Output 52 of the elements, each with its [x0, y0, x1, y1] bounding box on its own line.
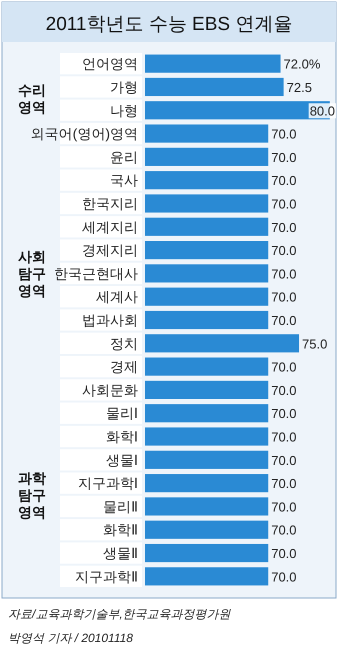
data-label: 70.0 [271, 476, 297, 492]
text: 사회 탐구 영역 [18, 248, 46, 298]
y-tick-label: 한국지리 [82, 195, 138, 212]
y-tick-label: 경제 [110, 358, 138, 375]
data-label: 70.0 [271, 360, 297, 375]
y-tick-label: 지구과학Ⅰ [78, 475, 138, 492]
data-label: 70.0 [271, 382, 297, 398]
data-label: 70.0 [271, 243, 297, 258]
y-tick-label: 세계사 [96, 288, 138, 305]
data-label: 70.0 [271, 126, 297, 142]
data-label: 75.0 [302, 336, 328, 352]
y-tick-label: 생물Ⅰ [106, 452, 138, 468]
y-tick-label: 외국어(영어)영역 [30, 126, 138, 142]
data-label: 80.0 [310, 103, 335, 118]
y-tick-label: 윤리 [110, 148, 138, 165]
data-label: 70.0 [271, 546, 297, 562]
data-label: 70.0 [271, 150, 297, 165]
data-label: 70.0 [271, 313, 297, 328]
data-label: 70.0 [271, 220, 297, 235]
y-tick-label: 화학Ⅰ [106, 428, 138, 445]
y-tick-label: 경제지리 [82, 242, 138, 258]
data-label: 70.0 [271, 430, 297, 445]
text: 수리 영역 [18, 82, 46, 116]
y-tick-label: 화학Ⅱ [103, 522, 138, 538]
y-tick-label: 법과사회 [82, 312, 138, 328]
y-tick-label: 사회문화 [82, 382, 138, 398]
y-tick-label: 나형 [110, 102, 138, 118]
y-tick-label: 생물Ⅱ [103, 545, 138, 562]
data-label: 70.0 [271, 173, 297, 188]
data-label: 70.0 [271, 569, 297, 584]
chart-title: 2011학년도 수능 EBS 연계율 [46, 14, 292, 35]
data-label: 70.0 [271, 196, 297, 212]
data-label: 72.0% [284, 56, 321, 72]
y-tick-label: 국사 [110, 172, 138, 188]
y-tick-label: 언어영역 [82, 56, 138, 72]
text: 자료/교육과학기술부,한국교육과정평가원 [8, 607, 232, 621]
y-tick-label: 세계지리 [82, 218, 138, 235]
y-tick-label: 한국근현대사 [54, 265, 138, 282]
y-tick-label: 물리Ⅱ [103, 498, 138, 514]
text: 박영석 기자 / 20101118 [8, 631, 134, 645]
data-label: 70.0 [271, 499, 297, 514]
data-label: 70.0 [271, 522, 297, 538]
data-label: 70.0 [271, 266, 297, 282]
y-tick-label: 가형 [110, 78, 138, 95]
text: 과학 탐구 영역 [18, 470, 46, 520]
data-label: 72.5 [286, 80, 312, 95]
y-tick-label: 물리Ⅰ [106, 405, 138, 422]
y-tick-label: 정치 [110, 335, 138, 352]
y-tick-label: 지구과학Ⅱ [75, 568, 138, 584]
data-label: 70.0 [271, 406, 297, 422]
data-label: 70.0 [271, 290, 297, 305]
data-label: 70.0 [271, 452, 297, 468]
